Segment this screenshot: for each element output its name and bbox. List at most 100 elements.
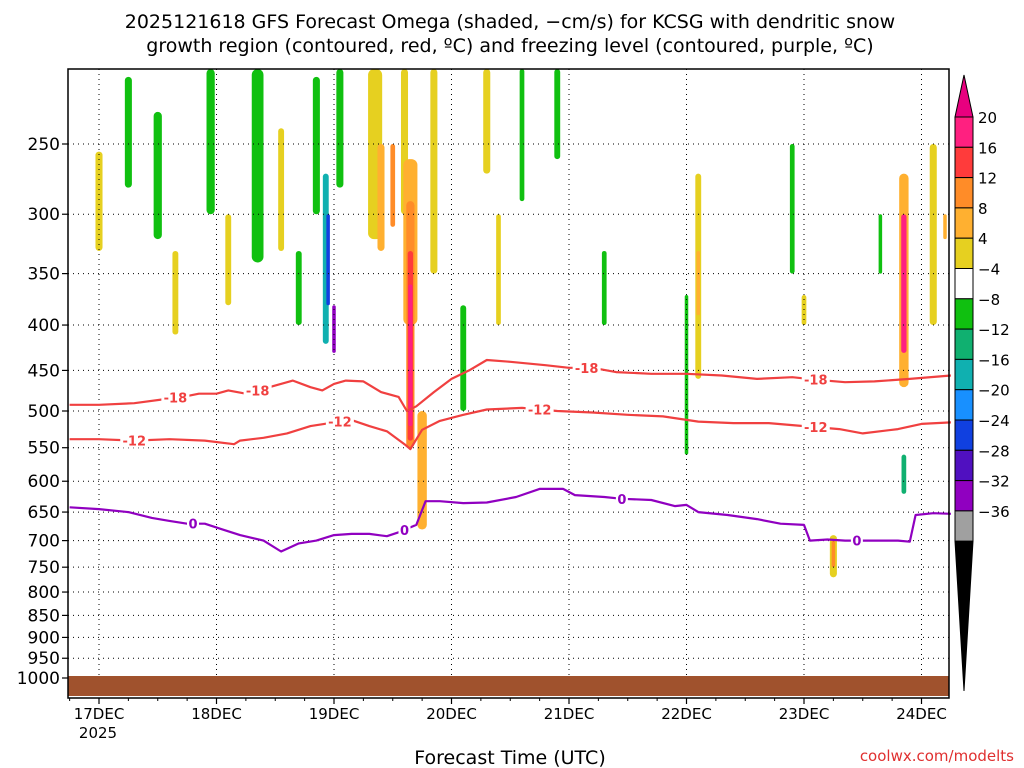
x-tick-label: 19DEC bbox=[309, 705, 360, 723]
plot-frame bbox=[67, 68, 950, 699]
colorbar-segment bbox=[954, 389, 974, 421]
colorbar-label: 4 bbox=[978, 230, 988, 248]
colorbar-segment bbox=[954, 237, 974, 269]
colorbar-segment bbox=[954, 116, 974, 148]
contour-label: -18 bbox=[575, 362, 599, 377]
y-tick-label: 750 bbox=[28, 558, 60, 578]
year-label: 2025 bbox=[79, 724, 117, 742]
contour-label: -18 bbox=[246, 384, 270, 399]
contour-label-bg bbox=[850, 533, 863, 548]
x-tick-label: 18DEC bbox=[191, 705, 242, 723]
chart-title-line1: 2025121618 GFS Forecast Omega (shaded, −… bbox=[125, 11, 895, 33]
x-tick-label: 17DEC bbox=[74, 705, 125, 723]
colorbar-top-arrow bbox=[954, 74, 974, 118]
x-axis: 17DEC 18DEC 19DEC 20DEC 21DEC 22DEC 23DEC 24DEC bbox=[69, 698, 947, 723]
omega-patch bbox=[696, 250, 701, 316]
y-tick-label: 400 bbox=[28, 316, 60, 336]
colorbar-label: −8 bbox=[978, 291, 1000, 309]
omega-patch bbox=[295, 250, 302, 326]
y-tick-label: 600 bbox=[28, 472, 60, 492]
y-tick-label: 900 bbox=[28, 628, 60, 648]
colorbar-label: −16 bbox=[978, 351, 1010, 369]
omega-patch bbox=[496, 214, 501, 326]
colorbar-label: 20 bbox=[978, 109, 997, 127]
contour-label: 0 bbox=[852, 535, 861, 550]
omega-patch bbox=[206, 69, 215, 215]
contour-label: -18 bbox=[804, 374, 828, 389]
contour-label-bg bbox=[243, 383, 272, 398]
omega-patch bbox=[878, 214, 883, 274]
colorbar-segment bbox=[954, 328, 974, 360]
colorbar-segment bbox=[954, 510, 974, 542]
colorbar-label: 12 bbox=[978, 170, 997, 188]
omega-patch bbox=[901, 214, 907, 353]
omega-patch bbox=[124, 76, 132, 188]
colorbar-label: −28 bbox=[978, 442, 1010, 460]
omega-patch bbox=[417, 411, 427, 530]
colorbar: 20 16 12 8 4 −4 −8 −12 −16 −20 −24 −28 −32 −36 bbox=[954, 74, 1010, 692]
omega-patch bbox=[408, 284, 413, 427]
x-tick-label: 23DEC bbox=[779, 705, 830, 723]
omega-patch bbox=[943, 214, 947, 240]
omega-patch bbox=[430, 69, 438, 274]
contour-label: 0 bbox=[188, 518, 197, 533]
contour-lines: -18 -18 -18 -18 -12 -12 -12 -12 0 0 0 0 bbox=[69, 358, 951, 553]
contour-dgz-minus18 bbox=[69, 358, 951, 413]
omega-patch bbox=[336, 69, 344, 188]
omega-patch bbox=[483, 69, 491, 174]
omega-patch bbox=[377, 144, 385, 251]
x-tick-label: 20DEC bbox=[426, 705, 477, 723]
colorbar-bottom-arrow bbox=[954, 540, 974, 692]
omega-patch bbox=[326, 214, 330, 306]
y-tick-label: 950 bbox=[28, 649, 60, 669]
colorbar-segment bbox=[954, 207, 974, 239]
contour-label-bg bbox=[572, 360, 601, 375]
y-tick-label: 850 bbox=[28, 606, 60, 626]
omega-patch bbox=[460, 305, 467, 411]
contour-label-bg bbox=[161, 390, 190, 405]
y-tick-label: 800 bbox=[28, 583, 60, 603]
omega-patch bbox=[278, 128, 285, 251]
colorbar-label: −12 bbox=[978, 321, 1010, 339]
omega-patch bbox=[601, 250, 607, 326]
omega-patch bbox=[929, 144, 937, 326]
omega-patch bbox=[172, 250, 179, 335]
colorbar-segment bbox=[954, 146, 974, 179]
y-tick-label: 500 bbox=[28, 402, 60, 422]
omega-patch bbox=[519, 69, 525, 202]
omega-patch bbox=[554, 69, 561, 160]
contour-label-bg bbox=[615, 491, 628, 506]
contour-label: -12 bbox=[528, 403, 552, 418]
colorbar-label: −32 bbox=[978, 473, 1010, 491]
omega-patch bbox=[312, 76, 320, 215]
x-tick-label: 22DEC bbox=[661, 705, 712, 723]
contour-label-bg bbox=[525, 402, 554, 417]
contour-label-bg bbox=[801, 420, 830, 435]
contour-label: -18 bbox=[164, 392, 188, 407]
colorbar-label: −4 bbox=[978, 261, 1000, 279]
x-axis-label: Forecast Time (UTC) bbox=[414, 747, 605, 768]
y-tick-label: 1000 bbox=[17, 669, 60, 689]
contour-label: -12 bbox=[328, 416, 352, 431]
contour-label-bg bbox=[120, 433, 149, 448]
chart-title-line2: growth region (contoured, red, ºC) and f… bbox=[146, 35, 873, 57]
y-axis: 2503003504004505005506006507007508008509… bbox=[17, 135, 68, 689]
terrain-band bbox=[68, 676, 949, 696]
contour-label: 0 bbox=[617, 493, 626, 508]
contour-label: -12 bbox=[123, 435, 147, 450]
colorbar-segment bbox=[954, 419, 974, 451]
contour-dgz-minus12 bbox=[69, 406, 951, 451]
colorbar-segment bbox=[954, 449, 974, 482]
colorbar-segment bbox=[954, 268, 974, 300]
omega-patch bbox=[901, 454, 907, 494]
omega-patch bbox=[831, 540, 836, 568]
colorbar-label: −24 bbox=[978, 412, 1010, 430]
omega-patch bbox=[153, 111, 162, 240]
omega-patch bbox=[390, 144, 396, 227]
y-tick-label: 650 bbox=[28, 503, 60, 523]
contour-label: 0 bbox=[400, 524, 409, 539]
colorbar-label: 8 bbox=[978, 200, 988, 218]
contour-label-bg bbox=[187, 516, 199, 531]
y-tick-label: 550 bbox=[28, 439, 60, 459]
y-tick-label: 700 bbox=[28, 532, 60, 552]
